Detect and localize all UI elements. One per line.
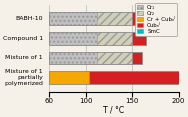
Bar bbox=[49, 71, 179, 84]
Bar bbox=[49, 51, 143, 64]
Bar bbox=[97, 32, 132, 45]
Bar bbox=[143, 12, 158, 25]
Bar bbox=[49, 12, 97, 25]
Bar bbox=[49, 71, 89, 84]
Bar bbox=[49, 51, 97, 64]
Bar bbox=[132, 51, 143, 64]
Bar bbox=[49, 32, 146, 45]
Bar bbox=[97, 51, 132, 64]
Bar bbox=[49, 32, 97, 45]
Legend: Cr₁, Cr₂, Cr + Cubₙᴵ, Cubₙᴵ, SmC: Cr₁, Cr₂, Cr + Cubₙᴵ, Cubₙᴵ, SmC bbox=[136, 3, 177, 36]
Bar bbox=[89, 71, 179, 84]
Bar bbox=[132, 12, 143, 25]
Bar bbox=[97, 12, 132, 25]
X-axis label: T / °C: T / °C bbox=[103, 105, 124, 114]
Bar bbox=[132, 32, 146, 45]
Bar bbox=[49, 12, 158, 25]
